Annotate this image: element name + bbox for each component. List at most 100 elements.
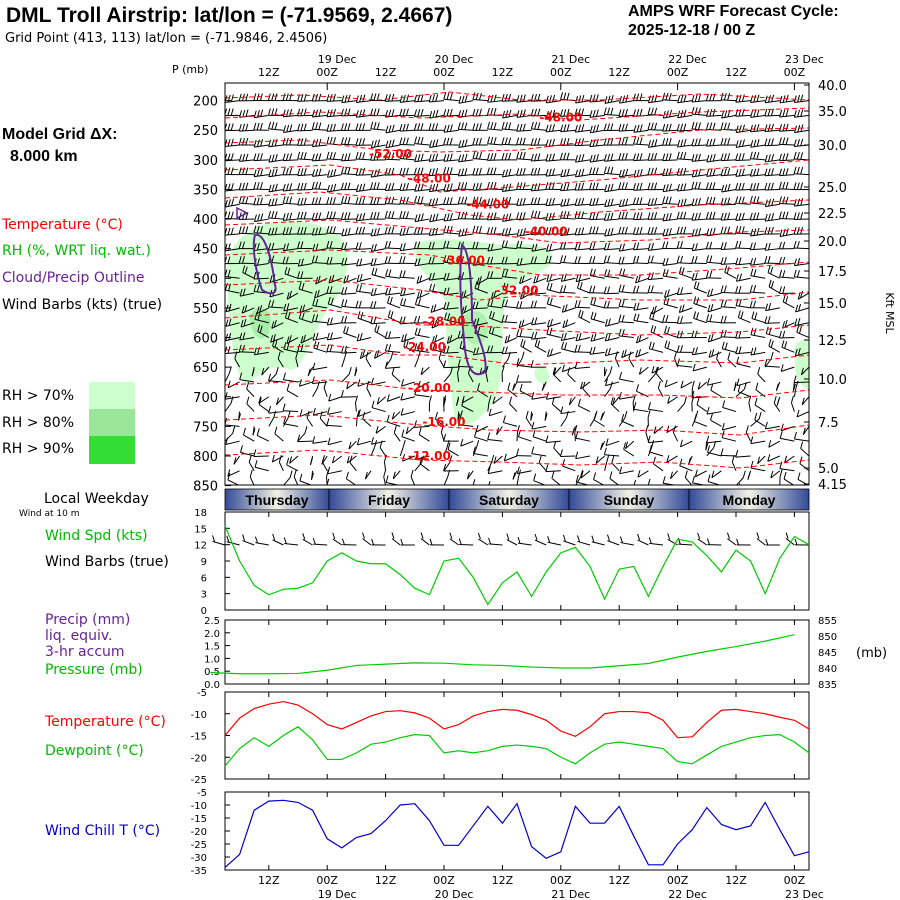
wind-barb-feather <box>785 196 789 204</box>
wind-barb-feather <box>253 182 257 190</box>
wind-barb <box>737 310 751 324</box>
wind-barb <box>574 256 591 264</box>
wind-barb <box>307 366 314 376</box>
wind-barb-staff <box>706 261 722 264</box>
wind-barb <box>662 92 678 102</box>
wind-barb-feather <box>303 197 307 205</box>
wind-barb-feather <box>362 226 366 235</box>
wind-barb-feather <box>274 122 278 130</box>
wind-barb-feather <box>764 199 768 207</box>
wind-barb-feather <box>545 464 549 472</box>
wind-barb-feather <box>771 123 774 132</box>
wind-barb-staff <box>242 272 255 279</box>
wind-barb-feather <box>449 137 453 146</box>
wind-barb <box>256 305 270 314</box>
wind-barb-feather <box>676 240 680 249</box>
wind-barb-staff <box>391 411 401 420</box>
wind-barb-staff <box>575 248 591 251</box>
wind-barb <box>384 152 401 161</box>
wind-barb <box>456 396 460 406</box>
wind-barb-feather <box>443 360 447 368</box>
wind-barb-feather <box>727 168 731 176</box>
wind-barb <box>414 108 430 117</box>
wind-barb-feather <box>443 92 447 100</box>
wind-barb <box>720 92 737 102</box>
wind-barb-feather <box>650 107 654 115</box>
wind-barb <box>227 472 240 485</box>
wind-barb <box>457 168 474 177</box>
wind-barb-feather <box>578 124 582 132</box>
wind-barb-feather <box>738 212 742 221</box>
wind-barb-staff <box>312 159 328 162</box>
wind-barb-staff <box>254 248 269 251</box>
wind-barb <box>720 329 737 339</box>
wind-barb <box>764 316 780 324</box>
wind-barb-feather <box>356 333 360 342</box>
wind-barb-staff <box>735 100 751 103</box>
wind-barb <box>571 426 576 436</box>
wind-barb <box>691 395 695 412</box>
wind-barb-feather <box>365 351 369 359</box>
wind-barb-staff <box>531 337 547 340</box>
wind-barb <box>693 296 707 309</box>
wind-barb-feather <box>727 183 731 192</box>
wind-barb-feather <box>676 123 680 132</box>
wind-barb <box>311 314 328 324</box>
wind-barb-feather <box>457 359 461 367</box>
wind-barb-feather <box>217 197 219 204</box>
wind-barb-feather <box>317 275 321 283</box>
wind-barb-staff <box>693 303 707 309</box>
wind-barb <box>676 151 693 161</box>
wind-barb-feather <box>639 168 643 177</box>
wind-barb-feather <box>417 109 421 117</box>
wind-barb-feather <box>623 442 627 450</box>
wind-barb-feather <box>650 324 654 333</box>
wind-barb-staff <box>297 203 313 206</box>
wind-barb <box>600 440 606 451</box>
wind-barb <box>533 473 547 485</box>
wind-barb-feather <box>315 298 319 307</box>
wind-barb-feather <box>721 341 725 349</box>
wind-barb <box>764 123 780 132</box>
height-tick-label: 12.5 <box>818 334 847 349</box>
wind-barb-feather <box>519 151 523 160</box>
wind-barb-feather <box>723 285 727 293</box>
surface-wind-barb <box>420 538 430 546</box>
wind-barb-feather <box>253 93 257 101</box>
wind-barb-feather <box>231 198 235 206</box>
wind-barb <box>349 455 357 472</box>
cloud-outline <box>459 243 487 376</box>
wind-barb-feather <box>680 380 684 389</box>
wind-barb-staff <box>476 277 489 285</box>
temperature-contour <box>225 159 809 193</box>
wind-barb-feather <box>391 139 395 147</box>
wind-barb-feather <box>680 211 683 219</box>
wind-barb <box>633 479 637 485</box>
wind-barb-staff <box>575 277 591 283</box>
temperature-contour-label: -44.00 <box>466 197 509 211</box>
wind-barb-staff <box>721 188 737 193</box>
wind-barb-feather <box>271 227 275 235</box>
wind-barb-staff <box>254 466 269 472</box>
wind-barb-feather <box>284 310 288 319</box>
wind-barb-feather <box>384 331 388 339</box>
wind-barb-feather <box>548 255 552 264</box>
wind-barb-staff <box>400 411 415 416</box>
wind-barb-feather <box>391 109 395 117</box>
wind-barb <box>662 257 678 266</box>
wind-barb-staff <box>504 455 518 462</box>
wind-barb-feather <box>505 228 508 236</box>
wind-barb-feather <box>801 397 805 405</box>
wind-barb-feather <box>355 300 359 308</box>
wind-barb-staff <box>750 418 760 427</box>
wind-barb-staff <box>750 174 766 177</box>
wind-barb-feather <box>347 166 351 175</box>
wind-barb-feather <box>530 121 534 129</box>
wind-barb <box>589 268 605 279</box>
wind-barb-staff <box>502 321 518 324</box>
wind-barb <box>562 458 576 472</box>
wind-barb-feather <box>371 437 374 445</box>
wind-barb-feather <box>486 227 490 235</box>
wind-barb <box>781 340 795 353</box>
wind-barb <box>618 182 634 190</box>
